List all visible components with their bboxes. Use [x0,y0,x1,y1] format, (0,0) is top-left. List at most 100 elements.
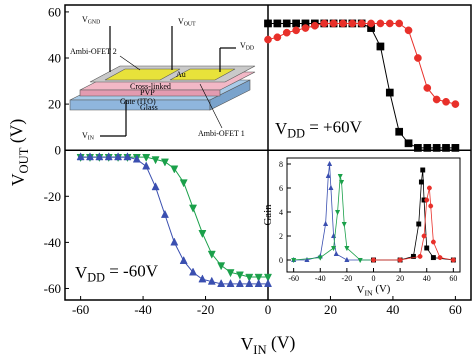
au-electrode [169,68,236,81]
marker [367,19,375,28]
marker [235,278,244,287]
marker [160,158,169,167]
marker [273,19,282,28]
inset-chart: -60 -40 -20 0 20 40 60 0 2 4 6 8 VIN (V) Gain [262,157,461,297]
y-tick-label: 8 [279,160,283,169]
marker [339,19,347,28]
marker [273,33,282,42]
marker [357,257,363,264]
marker [189,267,198,276]
marker [282,19,291,28]
marker [417,253,423,259]
marker [235,271,244,280]
pvp-side [79,89,221,97]
label-part: V [8,173,28,186]
marker [264,35,272,44]
marker [282,28,291,37]
marker [95,152,104,161]
device-schematic: VGND VOUT VDD VIN Ambi-OFET 2 Ambi-OFET … [69,15,256,142]
y-tick-label: -60 [44,281,61,296]
label-gate: Gate (ITO) [120,97,156,106]
marker [344,256,350,263]
marker [292,26,300,35]
marker [430,255,436,261]
marker [395,19,404,28]
x-axis-label: VIN (V) [357,283,391,297]
marker [85,152,94,161]
marker [344,245,350,252]
marker [217,278,226,287]
marker [385,88,394,97]
marker [426,185,432,191]
marker [418,179,424,185]
y-axis-label: VOUT (V) [7,119,31,187]
marker [423,84,432,92]
marker [226,269,235,278]
label-part: IN [364,288,373,297]
marker [76,152,85,161]
marker [326,160,333,167]
marker [385,19,394,28]
label-pvp: Cross-linked [130,82,171,91]
annotation: VDD = +60V [275,118,363,141]
label-part: DD [246,46,254,52]
x-tick-label: 60 [449,302,462,317]
marker [198,274,207,283]
label-part: V [82,131,88,140]
x-tick-label: -60 [288,274,299,283]
label-part: (V) [7,119,27,148]
label-au: Au [176,70,186,79]
marker [442,144,450,152]
label-pvp: PVP [140,88,155,97]
marker [254,273,263,282]
label-ofet1: Ambi-OFET 1 [198,129,245,138]
marker [348,19,357,28]
marker [142,153,151,162]
marker [432,95,441,104]
marker [104,152,113,161]
marker [291,257,297,264]
x-tick-label: 20 [396,274,404,283]
series-line [373,169,454,261]
marker [414,144,422,152]
marker [395,127,404,136]
marker [451,100,460,108]
marker [404,26,413,35]
x-tick-label: 0 [372,274,376,283]
plot-frame [286,157,461,273]
marker [325,172,331,179]
series-line [373,187,454,261]
x-tick-label: 60 [449,274,457,283]
x-tick-label: -60 [72,302,89,317]
marker [397,257,403,263]
marker [376,19,385,28]
x-tick-label: -40 [315,274,326,283]
marker [198,230,207,239]
marker [450,257,456,263]
marker [420,167,426,173]
annotation: VDD = -60V [75,262,159,285]
label-part: OUT [184,22,196,28]
marker [428,203,434,209]
y-tick-label: 20 [48,97,61,112]
label-vout: VOUT [178,17,196,28]
marker [132,154,141,163]
label-part: V [178,17,184,26]
marker [376,42,385,51]
label-part: = -60V [105,262,159,281]
marker [263,273,273,282]
label-part: V [82,15,88,24]
marker [170,237,179,246]
marker [432,144,441,152]
y-tick-label: 6 [279,184,283,193]
x-axis-label: VIN (V) [241,333,296,357]
marker [437,255,443,261]
label-part: IN [253,343,266,357]
marker [301,24,310,32]
pointer [199,83,223,129]
label-part: DD [287,127,305,141]
marker [304,256,310,263]
label-part: = +60V [305,118,363,137]
marker [189,204,198,213]
